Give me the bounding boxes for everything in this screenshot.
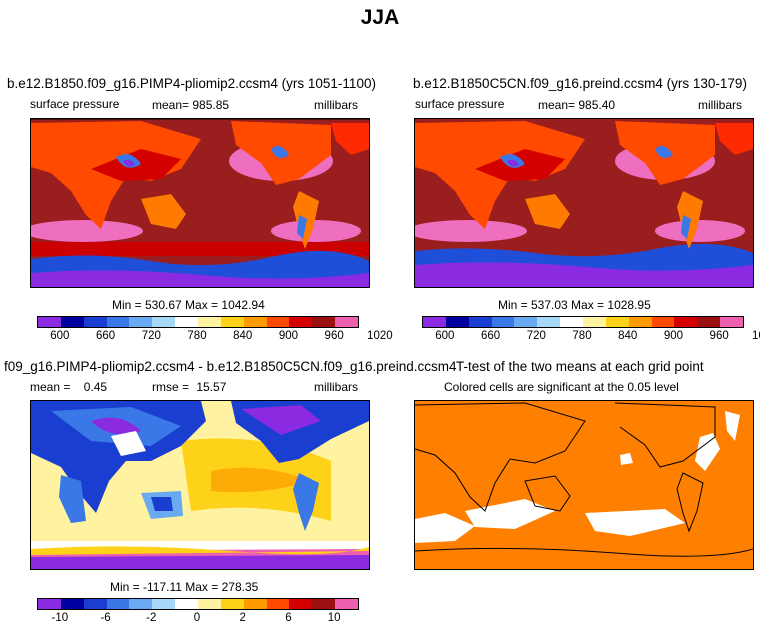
panel2-map — [414, 118, 754, 288]
colorbar-swatch — [175, 599, 199, 609]
colorbar-swatch — [60, 317, 84, 327]
colorbar-tick-label: 960 — [324, 330, 344, 342]
panel3-colorbar — [37, 598, 359, 610]
colorbar-tick-label: 960 — [709, 330, 729, 342]
colorbar-tick-label: 1020 — [752, 330, 760, 342]
colorbar-swatch — [198, 317, 221, 327]
panel2-mean: mean= 985.40 — [538, 98, 616, 112]
colorbar-tick-label: 840 — [618, 330, 638, 342]
figure-title: JJA — [360, 6, 400, 29]
panel1-minmax: Min = 530.67 Max = 1042.94 — [112, 298, 265, 312]
panel2-units: millibars — [698, 98, 743, 112]
colorbar-swatch — [198, 599, 221, 609]
colorbar-swatch — [220, 317, 244, 327]
colorbar-swatch — [106, 317, 130, 327]
panel4-title: T-test of the two means at each grid poi… — [456, 359, 704, 374]
colorbar-swatch — [243, 317, 267, 327]
colorbar-swatch — [38, 599, 61, 609]
colorbar-swatch — [720, 317, 744, 327]
colorbar-tick-label: 600 — [50, 330, 70, 342]
colorbar-swatch — [335, 599, 359, 609]
panel3-mean: mean = 0.45 — [30, 380, 108, 394]
colorbar-tick-label: 660 — [480, 330, 501, 342]
colorbar-tick-label: -6 — [100, 612, 111, 624]
panel2-colorbar — [422, 316, 744, 328]
colorbar-swatch — [152, 599, 176, 609]
colorbar-swatch — [491, 317, 515, 327]
panel3-title: f09_g16.PIMP4-pliomip2.ccsm4 - b.e12.B18… — [4, 359, 457, 374]
colorbar-tick-label: 840 — [233, 330, 253, 342]
colorbar-swatch — [537, 317, 561, 327]
colorbar-swatch — [674, 317, 698, 327]
colorbar-tick-label: 720 — [141, 330, 161, 342]
colorbar-swatch — [560, 317, 584, 327]
colorbar-swatch — [152, 317, 176, 327]
colorbar-swatch — [312, 317, 336, 327]
panel2-title: b.e12.B1850C5CN.f09_g16.preind.ccsm4 (yr… — [413, 76, 747, 91]
colorbar-tick-label: -10 — [51, 612, 69, 624]
colorbar-swatch — [266, 599, 290, 609]
colorbar-swatch — [335, 317, 359, 327]
panel1-map — [30, 118, 370, 288]
colorbar-swatch — [423, 317, 446, 327]
colorbar-swatch — [514, 317, 538, 327]
colorbar-tick-label: 780 — [572, 330, 592, 342]
colorbar-tick-label: 900 — [663, 330, 684, 342]
colorbar-swatch — [583, 317, 606, 327]
colorbar-swatch — [129, 599, 153, 609]
colorbar-swatch — [106, 599, 130, 609]
colorbar-tick-label: 6 — [285, 612, 292, 624]
colorbar-swatch — [175, 317, 199, 327]
colorbar-swatch — [605, 317, 629, 327]
colorbar-swatch — [445, 317, 469, 327]
panel4-map — [414, 400, 754, 570]
colorbar-tick-label: 600 — [435, 330, 455, 342]
panel2-variable: surface pressure — [415, 97, 505, 111]
panel2-minmax: Min = 537.03 Max = 1028.95 — [498, 298, 651, 312]
colorbar-swatch — [83, 317, 107, 327]
colorbar-tick-label: 780 — [187, 330, 207, 342]
panel1-mean: mean= 985.85 — [152, 98, 230, 112]
colorbar-swatch — [129, 317, 153, 327]
panel1-variable: surface pressure — [30, 97, 120, 111]
colorbar-swatch — [468, 317, 492, 327]
colorbar-tick-label: 2 — [239, 612, 246, 624]
colorbar-tick-label: 1020 — [367, 330, 393, 342]
colorbar-tick-label: -2 — [146, 612, 157, 624]
colorbar-tick-label: 900 — [278, 330, 299, 342]
colorbar-swatch — [60, 599, 84, 609]
colorbar-swatch — [651, 317, 675, 327]
colorbar-tick-label: 10 — [327, 612, 341, 624]
colorbar-swatch — [243, 599, 267, 609]
panel4-subtitle: Colored cells are significant at the 0.0… — [444, 380, 679, 394]
colorbar-swatch — [38, 317, 61, 327]
colorbar-swatch — [312, 599, 336, 609]
colorbar-swatch — [289, 599, 313, 609]
panel3-map — [30, 400, 370, 570]
panel3-units: millibars — [314, 380, 359, 394]
colorbar-tick-label: 660 — [95, 330, 116, 342]
panel1-units: millibars — [314, 98, 359, 112]
colorbar-swatch — [628, 317, 652, 327]
colorbar-swatch — [697, 317, 721, 327]
panel3-minmax: Min = -117.11 Max = 278.35 — [110, 580, 259, 594]
panel1-title: b.e12.B1850.f09_g16.PIMP4-pliomip2.ccsm4… — [7, 76, 376, 91]
colorbar-swatch — [83, 599, 107, 609]
colorbar-tick-label: 720 — [526, 330, 546, 342]
colorbar-tick-label: 0 — [193, 612, 201, 624]
colorbar-swatch — [266, 317, 290, 327]
colorbar-swatch — [220, 599, 244, 609]
colorbar-swatch — [289, 317, 313, 327]
panel1-colorbar — [37, 316, 359, 328]
panel3-rmse: rmse = 15.57 — [152, 380, 227, 394]
